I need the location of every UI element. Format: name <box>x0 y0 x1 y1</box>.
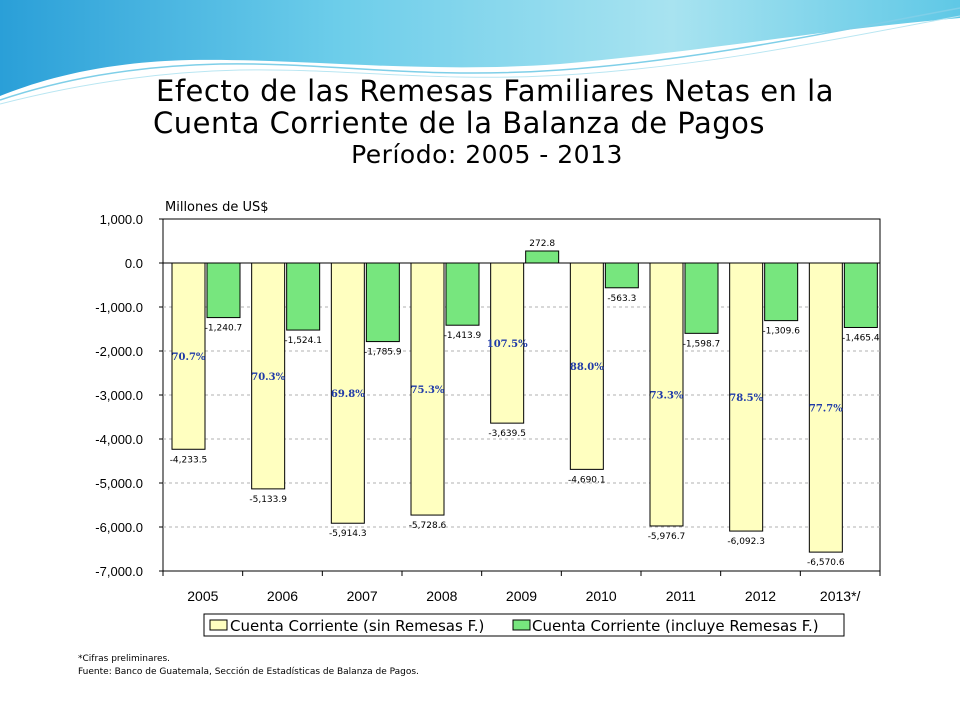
x-tick-label: 2012 <box>745 588 776 604</box>
x-tick-label: 2010 <box>586 588 617 604</box>
bar-sin-remesas <box>171 262 206 450</box>
bar-incluye-remesas <box>604 262 639 289</box>
bar-incluye-remesas-label: -1,240.7 <box>205 324 243 334</box>
chart-title-line2: Cuenta Corriente de la Balanza de Pagos <box>152 106 766 140</box>
bar-sin-remesas-label: -5,976.7 <box>648 532 686 542</box>
y-tick-label: -5,000.0 <box>95 476 143 491</box>
bar-incluye-remesas-label: -563.3 <box>607 294 636 304</box>
bar-incluye-remesas <box>525 250 560 264</box>
bar-incluye-remesas-label: -1,309.6 <box>762 327 800 337</box>
bar-incluye-remesas-label: -1,465.4 <box>842 333 880 343</box>
bar-sin-remesas-label: -5,728.6 <box>409 521 447 531</box>
legend-label-sin-remesas: Cuenta Corriente (sin Remesas F.) <box>230 617 484 635</box>
bar-sin-remesas-label: -4,233.5 <box>170 455 208 465</box>
y-tick-label: -2,000.0 <box>95 344 143 359</box>
x-tick-label: 2009 <box>506 588 537 604</box>
y-tick-label: 1,000.0 <box>100 212 143 227</box>
y-tick-label: -1,000.0 <box>95 300 143 315</box>
remesas-percentage-label: 73.3% <box>650 390 684 401</box>
bar-sin-remesas-label: -3,639.5 <box>488 429 526 439</box>
bar-sin-remesas-label: -6,570.6 <box>807 558 845 568</box>
bar-sin-remesas-label: -6,092.3 <box>727 537 765 547</box>
bar-incluye-remesas-label: 272.8 <box>529 239 555 249</box>
y-tick-label: -4,000.0 <box>95 432 143 447</box>
bar-sin-remesas-label: -4,690.1 <box>568 475 606 485</box>
bar-sin-remesas <box>808 262 843 553</box>
x-tick-label: 2011 <box>666 588 696 604</box>
remesas-percentage-label: 107.5% <box>487 339 528 350</box>
x-tick-label: 2013*/ <box>820 588 861 604</box>
header-wave-decoration <box>0 0 960 105</box>
x-tick-label: 2006 <box>267 588 298 604</box>
x-tick-label: 2008 <box>426 588 457 604</box>
x-tick-label: 2007 <box>347 588 378 604</box>
chart-title-period: Período: 2005 - 2013 <box>351 140 623 169</box>
bar-incluye-remesas <box>206 262 241 319</box>
bar-sin-remesas-label: -5,133.9 <box>249 495 287 505</box>
bar-sin-remesas <box>330 262 365 524</box>
bar-incluye-remesas <box>843 262 878 328</box>
bar-sin-remesas <box>569 262 604 470</box>
y-tick-label: -6,000.0 <box>95 520 143 535</box>
y-tick-label: -7,000.0 <box>95 564 143 579</box>
remesas-percentage-label: 75.3% <box>411 385 445 396</box>
bar-incluye-remesas <box>365 262 400 343</box>
y-tick-label: 0.0 <box>125 256 143 271</box>
bar-incluye-remesas <box>445 262 480 326</box>
bar-incluye-remesas <box>286 262 321 331</box>
remesas-percentage-label: 70.3% <box>251 372 285 383</box>
remesas-percentage-label: 77.7% <box>809 404 843 415</box>
remesas-percentage-label: 69.8% <box>331 389 365 400</box>
legend-swatch-sin-remesas <box>209 619 228 631</box>
bar-incluye-remesas-label: -1,598.7 <box>683 339 721 349</box>
y-tick-label: -3,000.0 <box>95 388 143 403</box>
footnote-source: Fuente: Banco de Guatemala, Sección de E… <box>78 667 419 677</box>
bar-sin-remesas <box>729 262 764 532</box>
bar-incluye-remesas <box>684 262 719 334</box>
x-tick-label: 2005 <box>187 588 218 604</box>
footnote-preliminary: *Cifras preliminares. <box>78 654 171 664</box>
y-axis-label: Millones de US$ <box>165 200 269 215</box>
bar-incluye-remesas-label: -1,413.9 <box>444 331 482 341</box>
remesas-percentage-label: 88.0% <box>570 362 604 373</box>
bar-incluye-remesas-label: -1,785.9 <box>364 348 402 358</box>
legend-swatch-incluye-remesas <box>512 619 531 631</box>
bar-sin-remesas-label: -5,914.3 <box>329 529 367 539</box>
bar-sin-remesas <box>251 262 286 490</box>
bar-incluye-remesas-label: -1,524.1 <box>284 336 322 346</box>
bar-incluye-remesas <box>764 262 799 322</box>
chart-title-line1: Efecto de las Remesas Familiares Netas e… <box>156 74 834 108</box>
bar-sin-remesas <box>649 262 684 527</box>
remesas-percentage-label: 70.7% <box>172 352 206 363</box>
legend-label-incluye-remesas: Cuenta Corriente (incluye Remesas F.) <box>532 617 819 635</box>
remesas-percentage-label: 78.5% <box>729 393 763 404</box>
